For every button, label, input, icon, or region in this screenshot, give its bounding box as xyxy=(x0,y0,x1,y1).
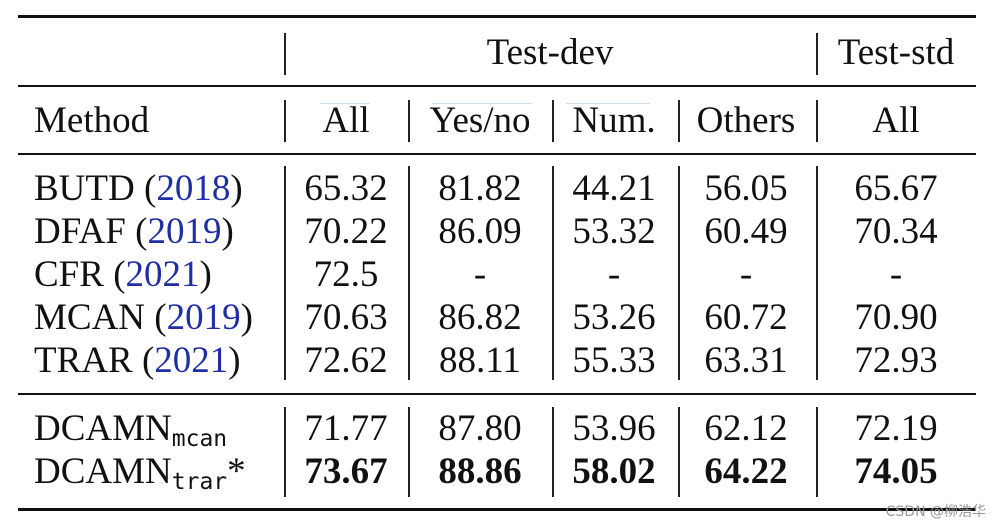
vline-ours-4 xyxy=(678,407,680,497)
method-cell: MCAN (2019) xyxy=(34,297,253,338)
all-dev-cell: 70.22 xyxy=(304,211,388,252)
yesno-cell: 87.80 xyxy=(438,408,522,449)
faint-underline-yesno xyxy=(432,103,532,105)
yesno-cell: 86.82 xyxy=(438,297,522,338)
group-header-test-std: Test-std xyxy=(837,32,955,73)
all-std-cell: 70.34 xyxy=(854,211,938,252)
method-name: DCAMN xyxy=(34,451,172,492)
num-cell: - xyxy=(607,254,621,295)
num-cell: 53.26 xyxy=(572,297,656,338)
vline-body-3 xyxy=(552,166,554,380)
yesno-cell: 88.86 xyxy=(438,451,522,492)
method-subscript: trar xyxy=(171,469,228,495)
all-dev-cell: 71.77 xyxy=(304,408,388,449)
citation-year-link[interactable]: 2019 xyxy=(147,211,222,252)
vline-header-2 xyxy=(408,100,410,142)
method-name: CFR xyxy=(34,254,104,295)
vline-body-2 xyxy=(408,166,410,380)
vline-body-5 xyxy=(816,166,818,380)
column-header-others: Others xyxy=(696,100,796,141)
all-std-cell: 65.67 xyxy=(854,168,938,209)
top-rule xyxy=(18,15,976,18)
num-cell: 53.96 xyxy=(572,408,656,449)
method-cell: DCAMNmcan xyxy=(34,408,227,451)
others-cell: 62.12 xyxy=(704,408,788,449)
vline-header-1 xyxy=(284,100,286,142)
citation-year-link[interactable]: 2021 xyxy=(125,254,200,295)
bottom-rule xyxy=(18,508,976,511)
all-dev-cell: 72.5 xyxy=(313,254,379,295)
num-cell: 44.21 xyxy=(572,168,656,209)
all-std-cell: 70.90 xyxy=(854,297,938,338)
vline-header-4 xyxy=(678,100,680,142)
section-rule xyxy=(18,393,976,395)
method-cell: BUTD (2018) xyxy=(34,168,243,209)
all-std-cell: - xyxy=(889,254,903,295)
vline-method-grouphead xyxy=(284,33,286,75)
yesno-cell: 86.09 xyxy=(438,211,522,252)
num-cell: 55.33 xyxy=(572,340,656,381)
others-cell: 64.22 xyxy=(704,451,788,492)
method-cell: DFAF (2019) xyxy=(34,211,234,252)
all-std-cell: 72.19 xyxy=(854,408,938,449)
column-header-all-std: All xyxy=(872,100,920,141)
citation-year-link[interactable]: 2019 xyxy=(166,297,241,338)
faint-underline-num xyxy=(566,103,650,105)
column-header-method: Method xyxy=(34,100,150,141)
vline-header-3 xyxy=(552,100,554,142)
citation-year-link[interactable]: 2018 xyxy=(156,168,231,209)
column-header-num: Num. xyxy=(572,100,656,141)
all-dev-cell: 65.32 xyxy=(304,168,388,209)
vline-ours-1 xyxy=(284,407,286,497)
vline-ours-2 xyxy=(408,407,410,497)
watermark: CSDN @柳浩华 xyxy=(885,504,986,520)
vline-body-4 xyxy=(678,166,680,380)
column-header-all-dev: All xyxy=(322,100,370,141)
others-cell: 63.31 xyxy=(704,340,788,381)
vline-teststd-grouphead xyxy=(816,33,818,75)
num-cell: 58.02 xyxy=(572,451,656,492)
others-cell: - xyxy=(739,254,753,295)
method-name: BUTD xyxy=(34,168,135,209)
citation-year-link[interactable]: 2021 xyxy=(154,340,229,381)
yesno-cell: 81.82 xyxy=(438,168,522,209)
header-rule xyxy=(18,153,976,155)
method-name: DFAF xyxy=(34,211,126,252)
method-name: TRAR xyxy=(34,340,133,381)
method-cell: TRAR (2021) xyxy=(34,340,241,381)
others-cell: 56.05 xyxy=(704,168,788,209)
group-header-rule xyxy=(18,85,976,87)
vline-ours-3 xyxy=(552,407,554,497)
all-dev-cell: 73.67 xyxy=(304,451,388,492)
others-cell: 60.72 xyxy=(704,297,788,338)
yesno-cell: 88.11 xyxy=(439,340,521,381)
method-cell: DCAMNtrar* xyxy=(34,451,246,494)
method-cell: CFR (2021) xyxy=(34,254,212,295)
yesno-cell: - xyxy=(473,254,487,295)
vline-ours-5 xyxy=(816,407,818,497)
column-header-yesno: Yes/no xyxy=(429,100,531,141)
vline-body-1 xyxy=(284,166,286,380)
vline-header-5 xyxy=(816,100,818,142)
faint-underline-all xyxy=(320,103,370,105)
method-star: * xyxy=(227,451,246,492)
method-subscript: mcan xyxy=(171,426,228,452)
group-header-test-dev: Test-dev xyxy=(486,32,614,73)
all-std-cell: 74.05 xyxy=(854,451,938,492)
others-cell: 60.49 xyxy=(704,211,788,252)
num-cell: 53.32 xyxy=(572,211,656,252)
all-std-cell: 72.93 xyxy=(854,340,938,381)
method-name: MCAN xyxy=(34,297,146,338)
all-dev-cell: 70.63 xyxy=(304,297,388,338)
all-dev-cell: 72.62 xyxy=(304,340,388,381)
method-name: DCAMN xyxy=(34,408,172,449)
